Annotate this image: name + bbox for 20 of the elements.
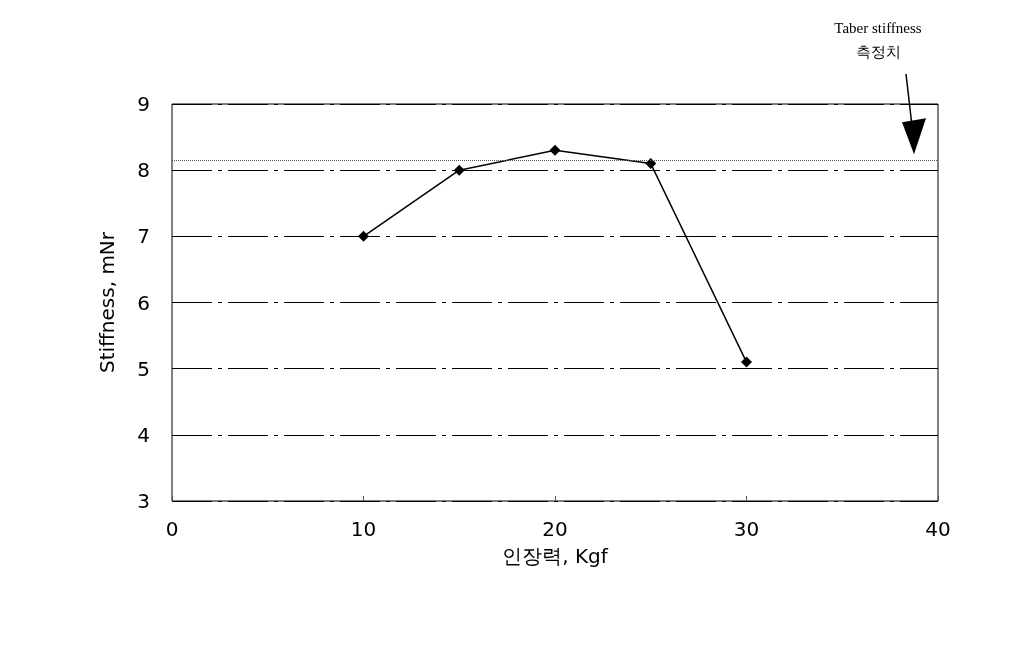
x-tick-label: 10 xyxy=(350,517,377,541)
y-tick-label: 9 xyxy=(137,92,150,116)
point xyxy=(358,230,369,242)
y-tick-label: 7 xyxy=(137,224,150,249)
text: Taber stiffness 측정치 xyxy=(834,20,922,60)
y-tick-label: 6 xyxy=(137,290,150,315)
point xyxy=(645,158,657,170)
y-tick-label: 3 xyxy=(137,489,150,513)
y-tick-label: 8 xyxy=(137,158,150,183)
x-tick-label: 40 xyxy=(925,517,951,541)
point xyxy=(453,164,465,176)
point xyxy=(549,144,561,156)
x-tick-label: 30 xyxy=(733,517,760,541)
y-tick-label: 5 xyxy=(137,356,150,381)
point xyxy=(741,356,752,368)
x-tick-label: 20 xyxy=(542,517,568,541)
y-axis-title: Stiffness, mNr xyxy=(95,231,119,374)
x-axis-title: 인장력, Kgf xyxy=(502,544,609,568)
x-tick-label: 0 xyxy=(165,517,179,541)
y-tick-label: 4 xyxy=(137,422,150,447)
